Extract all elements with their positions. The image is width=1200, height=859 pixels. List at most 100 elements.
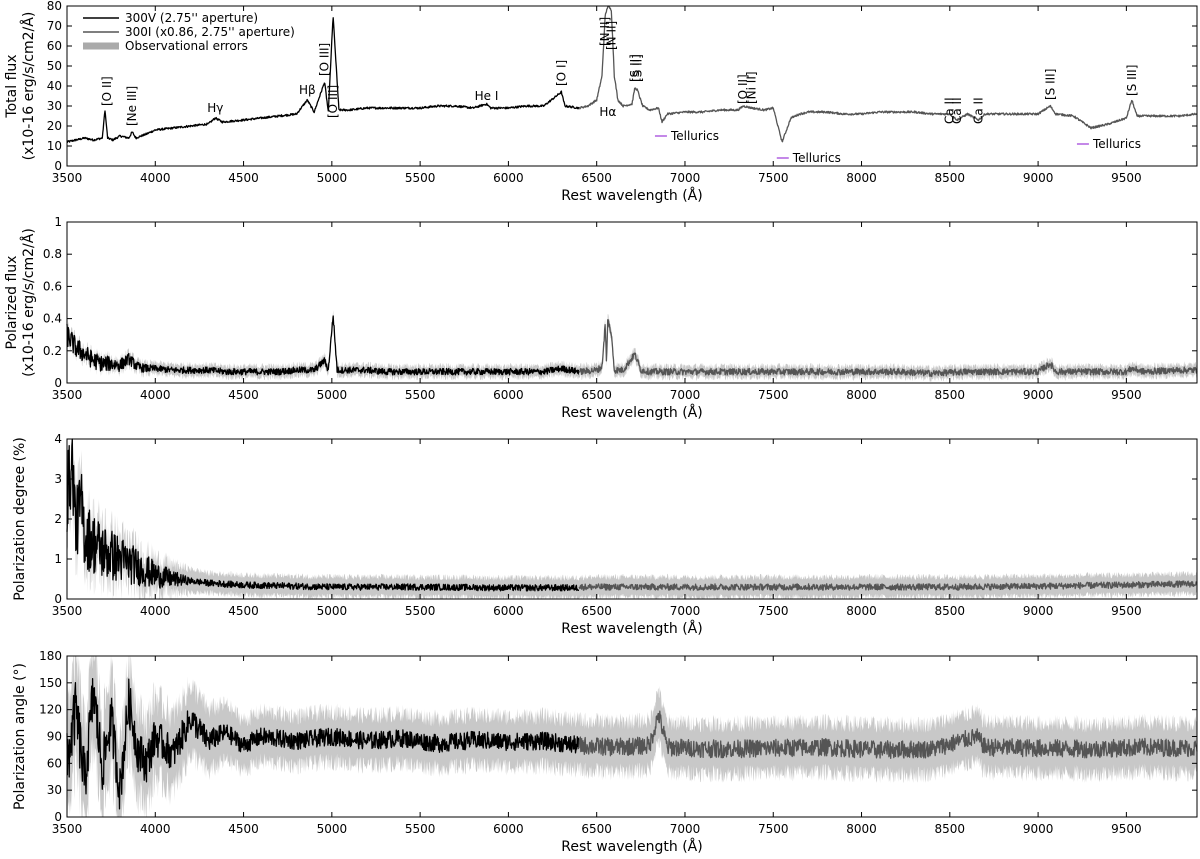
- x-tick-label: 7000: [670, 822, 701, 836]
- y-tick-label: 70: [47, 19, 62, 33]
- x-tick-label: 9500: [1111, 388, 1142, 402]
- x-tick-label: 7000: [670, 604, 701, 618]
- series-line-sv: [66, 17, 580, 143]
- y-axis-label: Total flux: [4, 54, 20, 118]
- x-tick-label: 8500: [935, 822, 966, 836]
- y-tick-label: 0.2: [43, 344, 62, 358]
- line-annotation: [O III]: [326, 85, 340, 118]
- x-tick-label: 3500: [52, 171, 83, 185]
- y-tick-label: 1: [54, 552, 62, 566]
- x-tick-label: 8500: [935, 604, 966, 618]
- y-tick-label: 120: [39, 703, 62, 717]
- x-tick-label: 8000: [846, 604, 877, 618]
- line-annotation: [O I]: [554, 60, 568, 86]
- y-tick-label: 60: [47, 39, 62, 53]
- series-line-si: [578, 319, 1198, 378]
- y-axis-label: Polarized flux: [4, 256, 20, 350]
- x-tick-label: 9500: [1111, 171, 1142, 185]
- x-tick-label: 9000: [1023, 604, 1054, 618]
- x-tick-label: 6000: [493, 388, 524, 402]
- y-axis-label: Polarization angle (°): [12, 663, 28, 810]
- x-tick-label: 7000: [670, 171, 701, 185]
- x-tick-label: 6500: [581, 171, 612, 185]
- y-tick-label: 2: [54, 512, 62, 526]
- legend-entry: 300V (2.75'' aperture): [125, 11, 258, 25]
- line-annotation: [N II]: [598, 17, 612, 46]
- x-tick-label: 6000: [493, 171, 524, 185]
- y-axis-label-units: (x10-16 erg/s/cm2/Å): [20, 12, 37, 161]
- y-tick-label: 0: [54, 376, 62, 390]
- x-tick-label: 6000: [493, 604, 524, 618]
- x-tick-label: 8500: [935, 171, 966, 185]
- x-axis-label: Rest wavelength (Å): [561, 187, 702, 204]
- x-tick-label: 9000: [1023, 388, 1054, 402]
- y-tick-label: 50: [47, 59, 62, 73]
- x-tick-label: 9500: [1111, 604, 1142, 618]
- y-tick-label: 4: [54, 432, 62, 446]
- x-tick-label: 4000: [140, 388, 171, 402]
- y-tick-label: 0.6: [43, 279, 62, 293]
- x-tick-label: 7000: [670, 388, 701, 402]
- x-tick-label: 9500: [1111, 822, 1142, 836]
- x-tick-label: 4500: [228, 171, 259, 185]
- x-tick-label: 6500: [581, 388, 612, 402]
- y-tick-label: 0: [54, 159, 62, 173]
- legend-entry: Observational errors: [125, 39, 248, 53]
- line-annotation: [O III]: [318, 43, 332, 76]
- y-tick-label: 180: [39, 649, 62, 663]
- line-annotation: [O II]: [736, 74, 750, 104]
- series-line-sv: [66, 678, 580, 810]
- x-tick-label: 8000: [846, 171, 877, 185]
- x-tick-label: 8000: [846, 822, 877, 836]
- x-tick-label: 5000: [317, 822, 348, 836]
- error-band-si: [579, 686, 1197, 784]
- legend: 300V (2.75'' aperture)300I (x0.86, 2.75'…: [83, 11, 295, 53]
- series-line-sv: [66, 315, 580, 376]
- x-axis-label: Rest wavelength (Å): [561, 838, 702, 855]
- line-annotation: Ca II: [950, 97, 964, 124]
- x-tick-label: 4000: [140, 604, 171, 618]
- line-annotation: Hα: [599, 105, 616, 119]
- error-band-si: [579, 314, 1197, 383]
- x-tick-label: 4000: [140, 822, 171, 836]
- error-band-sv: [67, 439, 579, 599]
- x-tick-label: 8000: [846, 388, 877, 402]
- y-tick-label: 0: [54, 592, 62, 606]
- plot-frame: [66, 221, 1198, 384]
- y-tick-label: 3: [54, 472, 62, 486]
- x-tick-label: 4000: [140, 171, 171, 185]
- y-tick-label: 10: [47, 139, 62, 153]
- error-band-si: [579, 571, 1197, 599]
- line-annotation: [S III]: [1125, 65, 1139, 96]
- x-tick-label: 7500: [758, 388, 789, 402]
- x-tick-label: 5000: [317, 171, 348, 185]
- series-line-si: [578, 710, 1198, 760]
- x-tick-label: 5500: [405, 822, 436, 836]
- y-tick-label: 30: [47, 99, 62, 113]
- tellurics-label: Tellurics: [1092, 137, 1141, 151]
- x-tick-label: 8500: [935, 388, 966, 402]
- x-tick-label: 6500: [581, 604, 612, 618]
- line-annotation: Ca II: [971, 97, 985, 124]
- x-tick-label: 7500: [758, 604, 789, 618]
- line-annotation: [S II]: [630, 54, 644, 82]
- x-tick-label: 9000: [1023, 171, 1054, 185]
- x-tick-label: 4500: [228, 822, 259, 836]
- x-tick-label: 3500: [52, 822, 83, 836]
- x-tick-label: 7500: [758, 171, 789, 185]
- y-tick-label: 150: [39, 676, 62, 690]
- panel-poldeg: 3500 4000 4500 5000 5500 6000 6500 7000 7500 8000…: [12, 432, 1198, 637]
- y-tick-label: 1: [54, 215, 62, 229]
- y-tick-label: 90: [47, 730, 62, 744]
- line-annotation: Hγ: [207, 101, 223, 115]
- series-line-si: [578, 580, 1198, 591]
- x-tick-label: 5500: [405, 171, 436, 185]
- y-tick-label: 0.8: [43, 247, 62, 261]
- line-annotation: [Ne III]: [125, 86, 139, 126]
- y-tick-label: 0: [54, 810, 62, 824]
- y-tick-label: 20: [47, 119, 62, 133]
- x-tick-label: 3500: [52, 388, 83, 402]
- tellurics-label: Tellurics: [792, 151, 841, 165]
- series-line-sv: [66, 438, 580, 592]
